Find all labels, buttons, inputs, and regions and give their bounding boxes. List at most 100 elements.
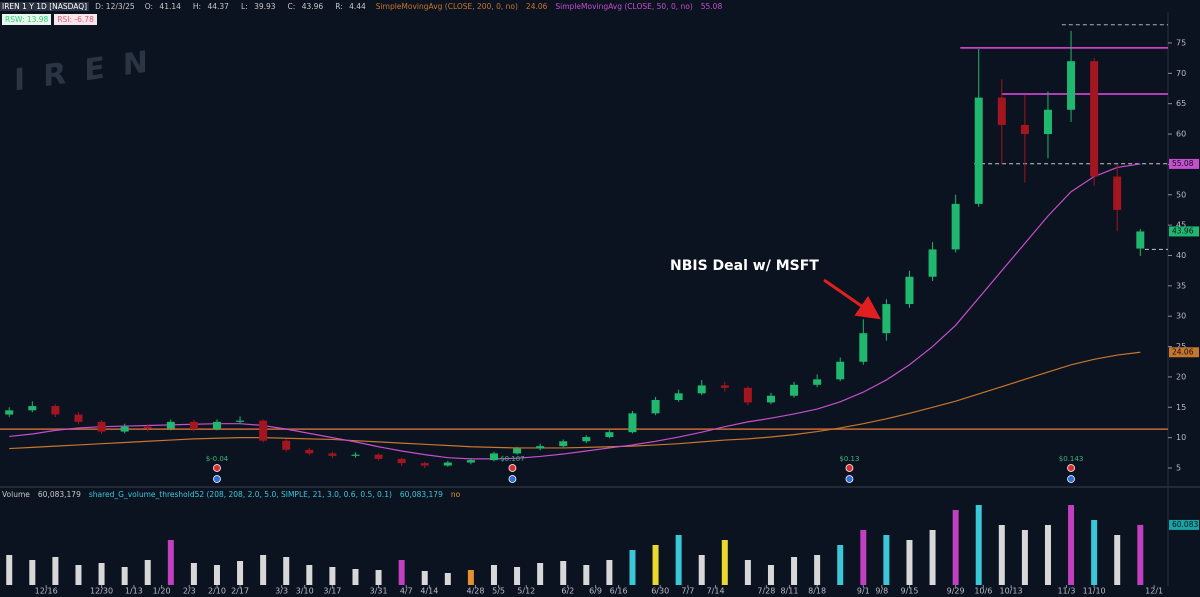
earnings-label: $0.143 — [1059, 455, 1084, 463]
candle-body — [28, 406, 37, 411]
candle-body — [674, 393, 683, 400]
volume-bar — [283, 557, 290, 585]
volume-study: shared_G_volume_threshold52 (208, 208, 2… — [88, 489, 392, 499]
value-badge-label: 55.08 — [1172, 159, 1194, 168]
volume-bar — [98, 563, 105, 585]
x-tick-label: 9/15 — [900, 587, 918, 596]
close-value: 43.96 — [301, 1, 324, 11]
candle-body — [236, 420, 245, 422]
x-tick-label: 9/8 — [875, 587, 888, 596]
volume-study-value: 60,083,179 — [399, 489, 443, 499]
open-value: 41.14 — [159, 1, 181, 11]
candle-body — [951, 203, 960, 250]
x-tick-label: 2/10 — [208, 587, 226, 596]
x-tick-label: 7/28 — [757, 587, 775, 596]
volume-bar — [398, 560, 405, 585]
candle-body — [882, 304, 891, 334]
high-prefix: H: — [192, 1, 202, 11]
y-tick-label: 75 — [1176, 38, 1186, 47]
indicator: RSW: 13.98 — [2, 14, 52, 25]
low-value: 39.93 — [254, 1, 276, 11]
candle-body — [259, 420, 268, 441]
x-tick-label: 9/29 — [947, 587, 965, 596]
volume-bar — [929, 530, 936, 585]
volume-bar — [860, 530, 867, 585]
indicator: RSI: -6.78 — [54, 14, 97, 25]
candle-body — [5, 410, 14, 415]
volume-bar — [213, 565, 220, 585]
volume-bar — [998, 525, 1005, 585]
volume-bar — [560, 561, 567, 585]
volume-bar — [652, 545, 659, 585]
volume-bar — [1044, 525, 1051, 585]
x-tick-label: 3/3 — [275, 587, 288, 596]
candle-body — [1136, 231, 1145, 249]
sma200-value: 24.06 — [525, 1, 548, 11]
x-tick-label: 7/7 — [681, 587, 694, 596]
candle-body — [282, 440, 291, 450]
candle-body — [212, 421, 221, 430]
dividend-icon — [508, 475, 517, 483]
x-tick-label: 6/2 — [561, 587, 574, 596]
candle-body — [790, 384, 799, 396]
earnings-icon — [1067, 464, 1075, 472]
candle-body — [1020, 124, 1029, 135]
low: L: 39.93 — [237, 2, 280, 11]
earnings-icon — [213, 464, 221, 472]
volume-bar — [490, 565, 497, 585]
candle-body — [443, 462, 452, 466]
value-badge — [1169, 519, 1199, 530]
volume-bar — [1021, 530, 1028, 585]
candle-body — [974, 97, 983, 204]
y-tick-label: 40 — [1176, 251, 1186, 260]
x-tick-label: 6/9 — [589, 587, 602, 596]
x-tick-label: 6/30 — [651, 587, 669, 596]
y-tick-label: 65 — [1176, 99, 1186, 108]
candle-body — [189, 421, 198, 430]
x-tick-label: 11/10 — [1083, 587, 1106, 596]
volume-bar — [467, 570, 474, 585]
volume-bar — [767, 565, 774, 585]
x-tick-label: 3/31 — [370, 587, 388, 596]
candle-body — [120, 426, 129, 432]
candle-body — [51, 406, 60, 415]
candle-body — [97, 421, 106, 432]
earnings-icon — [508, 464, 517, 472]
y-tick-label: 15 — [1176, 403, 1186, 412]
volume-bar — [167, 540, 174, 585]
x-tick-label: 9/1 — [857, 587, 870, 596]
x-tick-label: 7/14 — [707, 587, 725, 596]
annotation-arrow — [823, 278, 881, 320]
volume-bar — [1137, 524, 1144, 585]
x-tick-label: 10/13 — [1000, 587, 1023, 596]
x-tick-label: 5/12 — [517, 587, 535, 596]
volume-bar — [444, 573, 451, 585]
x-tick-label: 3/17 — [323, 587, 341, 596]
volume-bar — [375, 570, 382, 585]
candle-body — [997, 97, 1006, 125]
x-tick-label: 6/16 — [610, 587, 628, 596]
high: H: 44.37 — [189, 2, 233, 11]
candle-body — [836, 361, 845, 380]
candle-body — [143, 426, 152, 429]
y-tick-label: 50 — [1176, 190, 1186, 199]
y-tick-label: 70 — [1176, 69, 1186, 78]
volume-bar — [144, 560, 151, 585]
candle-body — [1090, 61, 1099, 177]
volume-bar — [329, 567, 336, 585]
range-prefix: R: — [335, 1, 343, 11]
indicators: RSW: 13.98 RSI: -6.78 — [2, 14, 97, 25]
volume-bar — [29, 560, 36, 585]
sma200-legend: SimpleMovingAvg (CLOSE, 200, 0, no) — [375, 1, 518, 11]
volume-bar — [514, 567, 521, 585]
volume-bar — [260, 555, 267, 585]
candle-body — [466, 460, 475, 463]
candle-body — [743, 387, 752, 403]
volume-bar — [675, 535, 682, 585]
volume-bar — [952, 510, 959, 585]
close: C: 43.96 — [284, 2, 328, 11]
value-badge-label: 60.083 — [1172, 520, 1198, 529]
volume-bar — [190, 563, 197, 585]
